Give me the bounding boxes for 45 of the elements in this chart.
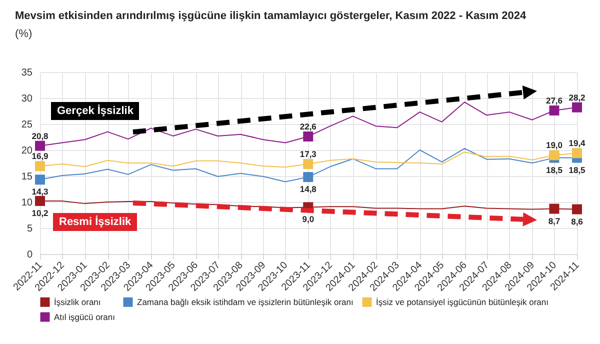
point [35,174,45,185]
data-label: 17,3 [300,149,317,160]
point [303,159,314,170]
point [303,131,314,142]
y-tick-label: 30 [21,94,33,104]
point [549,150,560,160]
point [35,196,45,206]
y-tick-label: 25 [21,120,33,130]
data-label: 14,8 [300,184,317,194]
data-label: 8,7 [548,216,560,226]
point [549,204,560,214]
data-label: 9,0 [302,214,314,224]
point [35,161,45,172]
point [572,204,582,214]
data-label: 10,2 [32,208,49,218]
chart-title: Mevsim etkisinden arındırılmış işgücüne ilişkin tamamlayıcı göstergeler, Kasım 2022 - Kasım 2024 [15,10,526,22]
data-label: 18,5 [568,164,586,175]
data-label: 27,6 [546,95,563,106]
point [303,172,314,182]
point [572,102,582,112]
data-label: 18,5 [546,164,563,175]
data-label: 8,6 [571,216,584,226]
data-label: 22,6 [300,121,317,132]
annotation: Gerçek İşsizlik [51,102,140,120]
data-label: 19,0 [546,140,563,150]
y-tick-label: 35 [21,68,33,78]
data-label: 20,8 [32,130,49,141]
data-label: 16,9 [32,151,49,162]
legend-label: İşsizlik oranı [54,297,101,308]
legend-label: Zamana bağlı eksik istihdam ve işsizlerin bütünleşik oranı [137,297,354,308]
y-tick-label: 0 [26,250,33,260]
data-label: 28,2 [568,92,586,102]
legend-label: İşsiz ve potansiyel işgücünün bütünleşik oranı [376,297,548,308]
point [572,148,582,158]
legend-label: Atıl işgücü oranı [54,312,115,322]
point [35,140,45,151]
y-tick-label: 10 [21,198,33,208]
y-tick-label: 5 [26,224,33,234]
chart-subtitle: (%) [15,28,32,40]
data-label: 19,4 [568,138,586,148]
y-tick-label: 15 [21,172,33,182]
y-tick-label: 20 [21,146,33,156]
point [549,105,560,116]
annotation: Resmi İşsizlik [53,213,138,231]
data-label: 14,3 [32,186,49,197]
